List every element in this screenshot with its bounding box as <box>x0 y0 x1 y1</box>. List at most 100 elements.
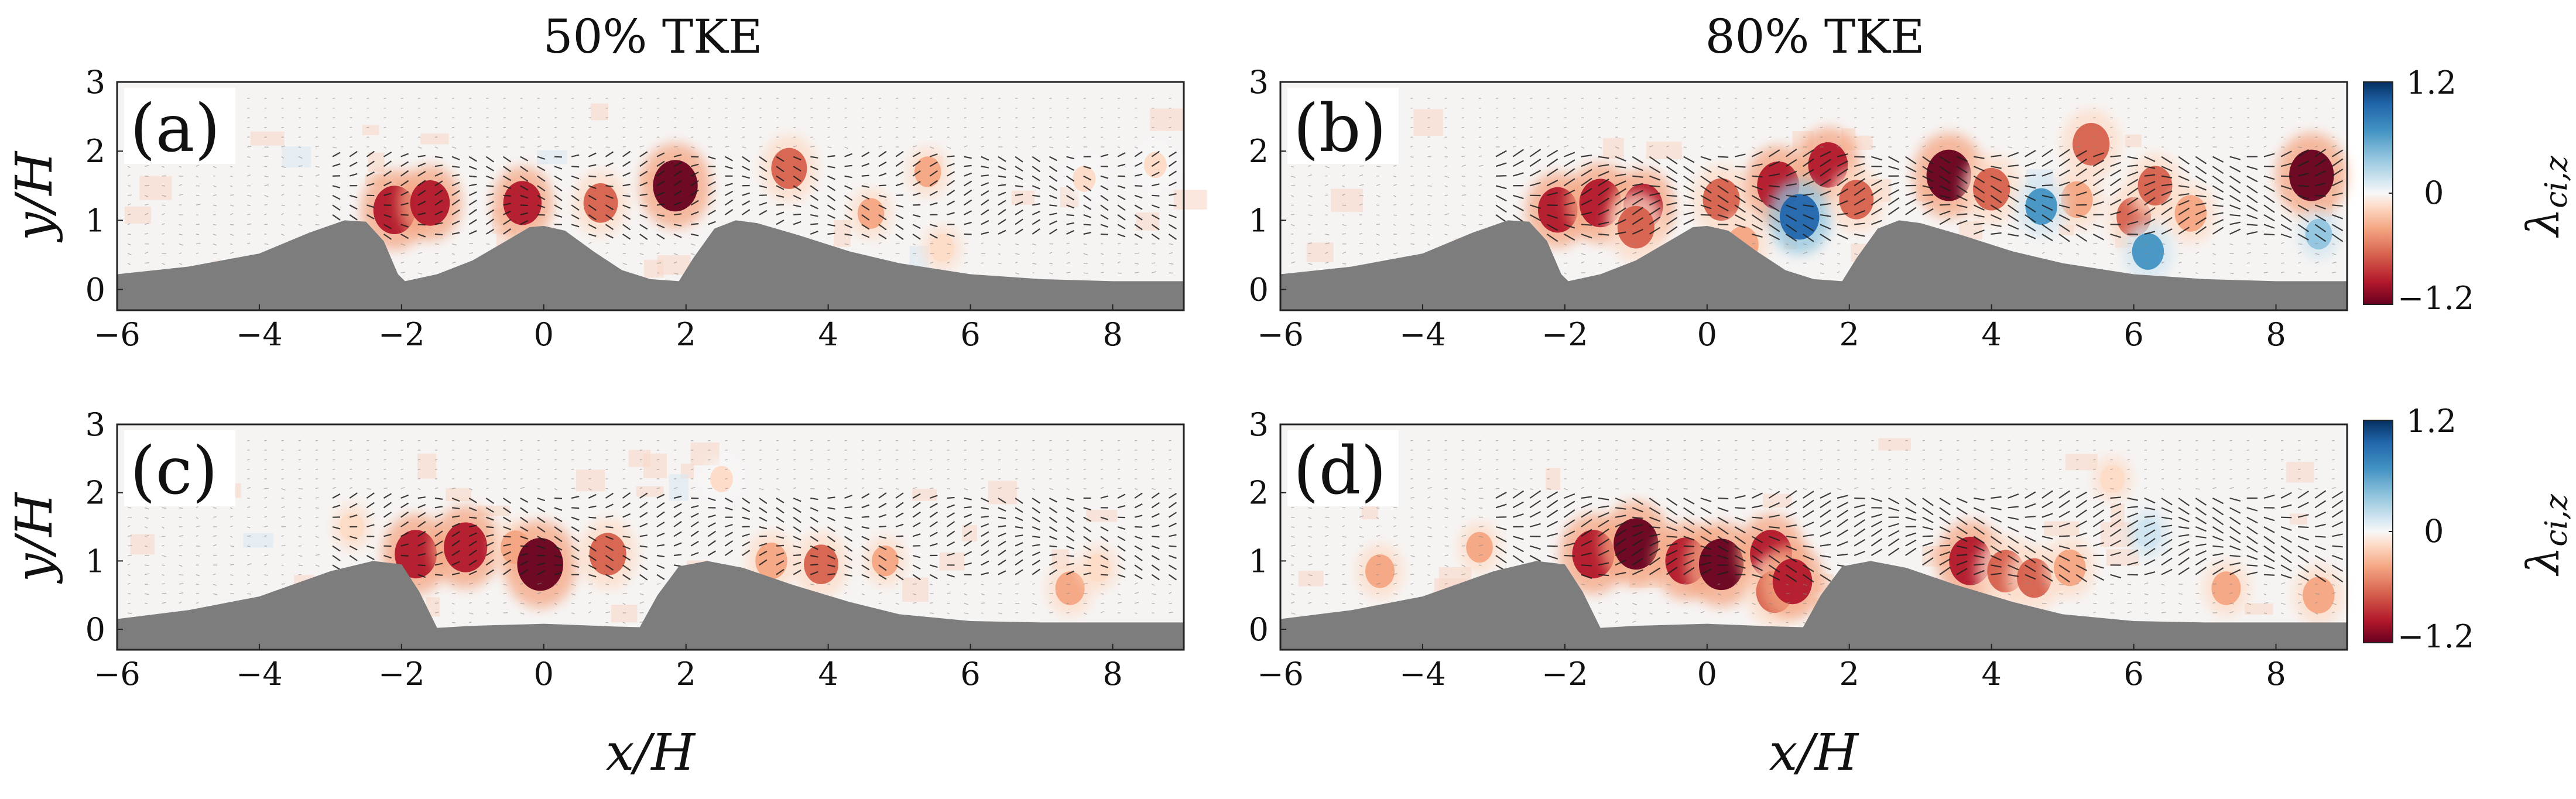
velocity-vector <box>639 160 648 167</box>
velocity-vector <box>1786 170 1797 177</box>
velocity-vector <box>2041 184 2053 187</box>
velocity-vector <box>554 194 563 201</box>
velocity-vector <box>469 126 472 128</box>
velocity-vector <box>1615 242 1619 245</box>
velocity-vector <box>2229 126 2232 128</box>
velocity-vector <box>469 516 477 519</box>
velocity-vector <box>1427 486 1433 489</box>
velocity-vector <box>1700 545 1712 550</box>
velocity-vector <box>1666 98 1669 100</box>
velocity-vector <box>1169 243 1173 245</box>
velocity-vector <box>1291 214 1295 215</box>
velocity-vector <box>827 516 835 522</box>
velocity-vector <box>417 98 421 100</box>
velocity-vector <box>1530 146 1533 148</box>
velocity-vector <box>2332 204 2343 207</box>
velocity-vector <box>1734 564 1746 569</box>
velocity-vector <box>2178 193 2190 196</box>
velocity-vector <box>1598 528 1609 537</box>
velocity-vector <box>1325 544 1328 547</box>
vorticity-background-patch <box>644 259 664 278</box>
velocity-vector <box>656 160 665 167</box>
velocity-vector <box>1083 262 1088 264</box>
velocity-vector <box>2246 194 2258 204</box>
colorbar-tick-max: 1.2 <box>2406 64 2457 101</box>
velocity-vector <box>605 252 608 254</box>
velocity-vector <box>366 545 375 549</box>
velocity-vector <box>1461 450 1464 451</box>
velocity-vector <box>2144 538 2156 547</box>
velocity-vector <box>1649 567 1661 575</box>
velocity-vector <box>2280 233 2292 239</box>
velocity-vector <box>1820 224 1831 230</box>
velocity-vector <box>1134 574 1143 579</box>
velocity-vector <box>1820 159 1831 167</box>
velocity-vector <box>383 214 392 218</box>
velocity-vector <box>2144 450 2147 451</box>
velocity-vector <box>1032 194 1040 197</box>
velocity-vector <box>196 234 200 235</box>
column-title-left: 50% TKE <box>543 9 763 64</box>
velocity-vector <box>673 542 682 547</box>
velocity-vector <box>503 98 506 100</box>
velocity-vector <box>1820 168 1831 177</box>
velocity-vector <box>2229 536 2241 544</box>
velocity-vector <box>605 574 614 579</box>
velocity-vector <box>468 549 477 556</box>
velocity-vector <box>2008 574 2019 577</box>
velocity-vector <box>1015 542 1023 547</box>
velocity-vector <box>2127 488 2132 490</box>
velocity-vector <box>1049 185 1057 191</box>
velocity-vector <box>554 536 563 543</box>
velocity-vector <box>588 459 591 461</box>
velocity-vector <box>1581 459 1584 461</box>
panel-tag-c: (c) <box>130 433 218 509</box>
velocity-vector <box>2229 569 2241 575</box>
x-tick-label: −4 <box>1399 656 1446 692</box>
velocity-vector <box>2331 564 2344 572</box>
velocity-vector <box>1546 234 1558 242</box>
velocity-vector <box>1083 507 1092 511</box>
velocity-vector <box>964 522 972 527</box>
velocity-vector <box>827 175 835 180</box>
velocity-vector <box>708 497 716 502</box>
velocity-vector <box>554 554 563 559</box>
velocity-vector <box>1168 151 1177 157</box>
velocity-vector <box>196 574 200 577</box>
velocity-vector <box>930 450 933 451</box>
velocity-vector <box>2246 545 2258 553</box>
velocity-vector <box>1581 529 1592 537</box>
velocity-vector <box>434 189 443 196</box>
velocity-vector <box>844 204 853 211</box>
velocity-vector <box>2297 488 2302 491</box>
velocity-vector <box>2332 521 2344 527</box>
velocity-vector <box>1066 602 1069 605</box>
velocity-vector <box>1785 224 1797 233</box>
velocity-vector <box>656 574 665 580</box>
velocity-vector <box>1666 156 1678 164</box>
velocity-vector <box>1100 194 1109 201</box>
velocity-vector <box>2331 169 2344 177</box>
velocity-vector <box>1854 550 1865 557</box>
velocity-vector <box>2195 550 2207 557</box>
velocity-vector <box>2144 497 2156 504</box>
velocity-vector <box>656 126 660 128</box>
velocity-vector <box>2331 499 2344 509</box>
velocity-vector <box>1134 592 1139 594</box>
velocity-vector <box>332 526 341 530</box>
velocity-vector <box>895 182 904 187</box>
velocity-vector <box>2280 185 2292 190</box>
velocity-vector <box>1683 136 1686 138</box>
velocity-vector <box>1956 568 1968 575</box>
velocity-vector <box>673 272 679 275</box>
velocity-vector <box>127 253 132 255</box>
velocity-vector <box>1991 572 2002 575</box>
velocity-vector <box>1768 555 1780 564</box>
velocity-vector <box>1135 602 1139 604</box>
velocity-vector <box>2093 201 2104 206</box>
velocity-vector <box>247 136 250 138</box>
velocity-vector <box>1768 149 1780 157</box>
velocity-vector <box>656 493 665 499</box>
velocity-vector <box>537 459 540 461</box>
velocity-vector <box>1888 459 1891 461</box>
